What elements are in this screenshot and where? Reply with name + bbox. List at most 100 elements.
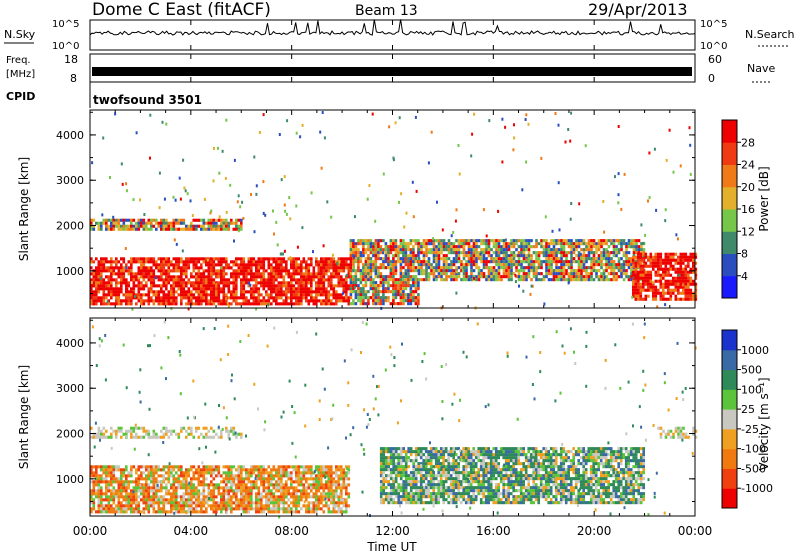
velocity-echo-cell: [275, 471, 278, 475]
power-echo-cell: [262, 272, 266, 276]
power-echo-cell: [235, 281, 238, 285]
power-echo-cell: [287, 269, 291, 273]
velocity-echo-cell: [137, 465, 141, 469]
power-echo-cell: [110, 260, 113, 264]
power-echo-cell: [152, 224, 156, 228]
power-echo-cell: [535, 260, 538, 264]
power-echo-cell: [567, 263, 571, 267]
power-echo-cell: [555, 257, 558, 261]
power-echo-cell: [414, 239, 418, 243]
power-echo-cell: [165, 284, 168, 288]
velocity-echo-cell: [257, 477, 261, 481]
velocity-echo-cell: [210, 498, 213, 502]
power-echo-cell: [399, 296, 403, 300]
power-echo-cell: [195, 227, 198, 231]
power-scatter-cell: [345, 273, 348, 277]
power-echo-cell: [420, 260, 423, 264]
power-echo-cell: [659, 276, 663, 280]
power-echo-cell: [135, 278, 138, 282]
power-echo-cell: [240, 290, 243, 294]
power-echo-cell: [372, 251, 375, 255]
power-echo-cell: [507, 272, 511, 276]
power-echo-cell: [392, 272, 395, 276]
power-scatter-cell: [220, 266, 223, 270]
power-echo-cell: [205, 284, 208, 288]
power-echo-cell: [190, 227, 193, 231]
velocity-echo-cell: [270, 471, 273, 475]
power-echo-cell: [635, 248, 638, 252]
power-echo-cell: [414, 257, 418, 261]
power-echo-cell: [132, 293, 136, 297]
power-echo-cell: [537, 266, 541, 270]
power-echo-cell: [455, 248, 458, 252]
power-echo-cell: [642, 273, 645, 277]
velocity-echo-cell: [140, 486, 143, 490]
power-echo-cell: [105, 281, 108, 285]
power-echo-cell: [622, 278, 626, 282]
velocity-echo-cell: [312, 504, 316, 508]
power-echo-cell: [107, 269, 111, 273]
power-echo-cell: [570, 272, 573, 276]
power-echo-cell: [130, 263, 133, 267]
power-echo-cell: [372, 245, 375, 249]
power-echo-cell: [597, 278, 601, 282]
velocity-echo-cell: [90, 507, 93, 511]
power-echo-cell: [97, 275, 101, 279]
power-echo-cell: [399, 302, 403, 306]
power-echo-cell: [507, 257, 511, 261]
velocity-echo-cell: [207, 471, 211, 475]
velocity-echo-cell: [147, 483, 151, 487]
velocity-echo-cell: [177, 480, 181, 484]
power-echo-cell: [107, 287, 111, 291]
power-echo-cell: [435, 275, 438, 279]
velocity-echo-cell: [212, 489, 216, 493]
power-echo-cell: [327, 281, 331, 285]
power-echo-cell: [157, 263, 161, 267]
velocity-echo-cell: [297, 504, 301, 508]
power-echo-cell: [100, 299, 103, 303]
power-scatter-cell: [131, 307, 134, 311]
power-echo-cell: [387, 284, 390, 288]
power-scatter-cell: [283, 175, 286, 179]
power-echo-cell: [202, 278, 206, 282]
power-echo-cell: [657, 279, 660, 283]
power-echo-cell: [157, 299, 161, 303]
power-echo-cell: [647, 270, 650, 274]
power-echo-cell: [217, 293, 221, 297]
power-echo-cell: [117, 221, 121, 225]
power-echo-cell: [245, 299, 248, 303]
velocity-echo-cell: [150, 486, 153, 490]
power-scatter-cell: [134, 295, 136, 299]
velocity-echo-cell: [215, 495, 218, 499]
power-echo-cell: [270, 281, 273, 285]
power-echo-cell: [394, 266, 398, 270]
power-echo-cell: [157, 266, 161, 270]
power-echo-cell: [345, 284, 348, 288]
velocity-echo-cell: [182, 495, 186, 499]
velocity-echo-cell: [280, 486, 283, 490]
power-echo-cell: [620, 266, 623, 270]
power-echo-cell: [352, 302, 355, 306]
power-echo-cell: [482, 248, 486, 252]
power-echo-cell: [674, 279, 678, 283]
power-echo-cell: [335, 275, 338, 279]
velocity-echo-cell: [282, 501, 286, 505]
power-echo-cell: [332, 302, 336, 306]
power-echo-cell: [435, 266, 438, 270]
power-echo-cell: [110, 269, 113, 273]
power-echo-cell: [460, 245, 463, 249]
power-echo-cell: [525, 248, 528, 252]
velocity-echo-cell: [122, 504, 126, 508]
power-echo-cell: [357, 293, 360, 297]
power-echo-cell: [567, 251, 571, 255]
power-echo-cell: [462, 239, 466, 243]
power-echo-cell: [310, 272, 313, 276]
power-echo-cell: [472, 269, 476, 273]
power-echo-cell: [349, 287, 353, 291]
power-echo-cell: [612, 239, 616, 243]
power-echo-cell: [634, 291, 638, 295]
power-echo-cell: [305, 269, 308, 273]
power-echo-cell: [635, 242, 638, 246]
power-echo-cell: [677, 255, 680, 259]
power-echo-cell: [262, 260, 266, 264]
